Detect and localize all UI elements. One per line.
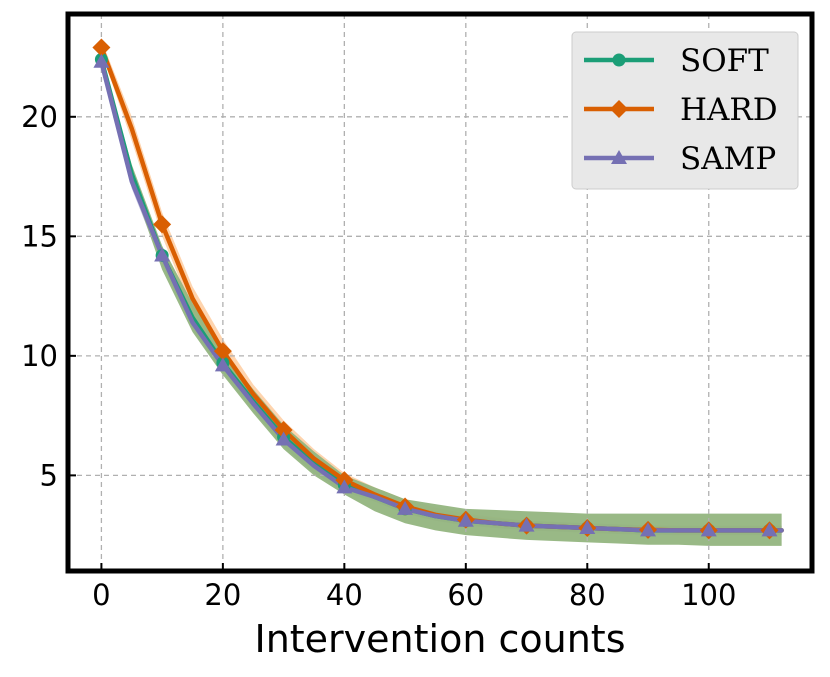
x-tick-label: 100 <box>681 578 736 612</box>
legend-marker-samp <box>611 150 627 164</box>
marker-hard <box>92 38 111 57</box>
tick-labels: 0 20 40 60 80 100 5 10 15 20 <box>21 100 736 612</box>
y-tick-label: 20 <box>21 100 58 134</box>
plot-frame <box>65 11 815 574</box>
x-tick-label: 40 <box>326 578 363 612</box>
marker-samp <box>93 53 110 68</box>
legend: SOFT HARD SAMP <box>571 31 799 190</box>
marker-samp <box>640 522 657 537</box>
legend-box <box>571 31 799 190</box>
legend-marker-soft <box>612 53 626 67</box>
marker-samp <box>518 517 535 532</box>
marker-samp <box>700 522 717 537</box>
marker-samp <box>214 357 231 372</box>
series-line-samp <box>99 59 784 533</box>
x-tick-label: 20 <box>204 578 241 612</box>
legend-label-soft: SOFT <box>680 43 769 79</box>
series-lines <box>99 45 784 533</box>
marker-hard <box>153 215 172 234</box>
legend-label-samp: SAMP <box>680 141 776 177</box>
legend-label-hard: HARD <box>680 92 778 128</box>
legend-marker-hard <box>610 100 628 118</box>
marker-samp <box>154 247 171 262</box>
y-tick-label: 5 <box>40 458 58 492</box>
y-tick-label: 15 <box>21 219 58 253</box>
series-markers <box>92 38 779 540</box>
marker-hard <box>274 420 293 439</box>
marker-samp <box>761 522 778 537</box>
marker-samp <box>397 500 414 515</box>
marker-samp <box>275 431 292 446</box>
y-tick-label: 10 <box>21 339 58 373</box>
x-axis-title: Intervention counts <box>254 617 625 661</box>
marker-samp <box>579 519 596 534</box>
x-tick-label: 0 <box>92 578 110 612</box>
marker-samp <box>457 512 474 527</box>
marker-hard <box>213 342 232 361</box>
x-tick-label: 80 <box>569 578 606 612</box>
axis-ticks <box>68 115 710 571</box>
x-tick-label: 60 <box>447 578 484 612</box>
marker-samp <box>336 479 353 494</box>
